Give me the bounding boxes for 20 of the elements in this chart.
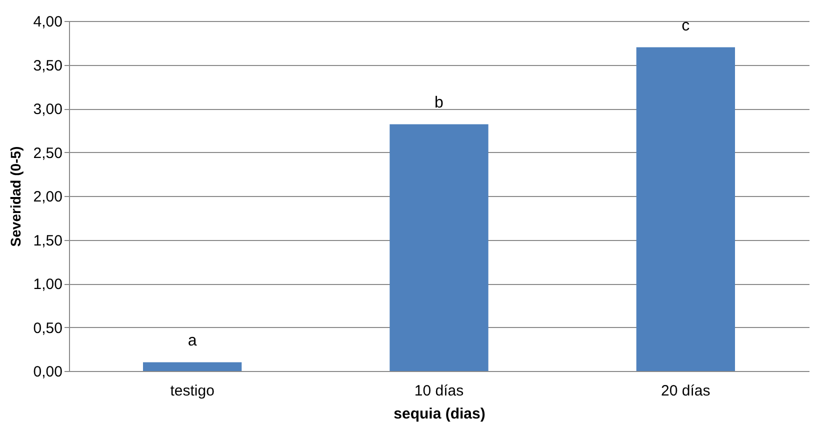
- y-tick-label: 0,00: [33, 364, 62, 380]
- y-tick-label: 0,50: [33, 320, 62, 337]
- annotation: a: [188, 332, 197, 350]
- x-tick-label: 20 días: [661, 382, 710, 400]
- y-tick-label: 2,00: [33, 188, 62, 206]
- y-tick-label: 4,00: [33, 14, 62, 30]
- bar: [390, 124, 488, 371]
- bar: [636, 47, 735, 371]
- x-axis-title: sequia (dias): [394, 406, 486, 422]
- y-tick-label: 1,00: [33, 276, 62, 293]
- x-tick-label: testigo: [170, 382, 214, 400]
- y-tick-label: 1,50: [33, 232, 62, 250]
- bar: [143, 362, 242, 371]
- annotation: b: [434, 94, 444, 112]
- annotation: c: [682, 17, 690, 34]
- y-tick-label: 3,00: [33, 101, 62, 118]
- y-tick-label: 2,50: [33, 144, 62, 162]
- x-tick-label: 10 días: [414, 382, 464, 400]
- y-axis-title: Severidad (0-5): [7, 146, 24, 247]
- y-tick-label: 3,50: [33, 57, 62, 74]
